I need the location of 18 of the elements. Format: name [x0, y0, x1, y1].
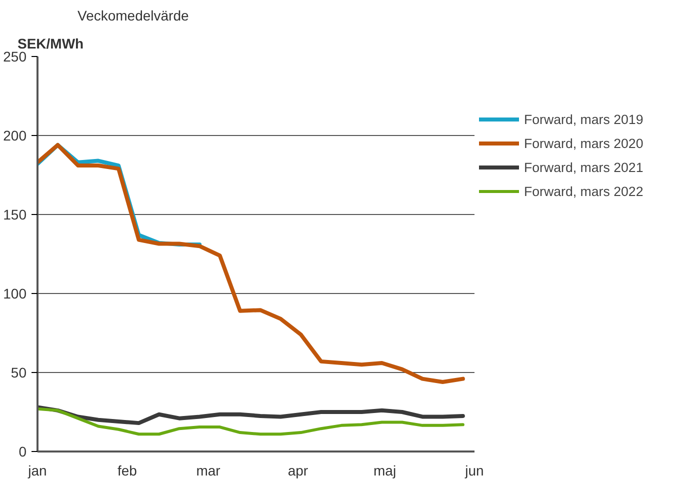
x-tick-label: jan — [27, 462, 47, 478]
y-tick-label: 50 — [10, 364, 27, 380]
legend-label: Forward, mars 2019 — [524, 112, 644, 126]
y-tick-label: 250 — [3, 48, 27, 64]
x-tick-label: feb — [117, 462, 138, 478]
y-tick-label: 0 — [18, 444, 27, 460]
legend-label: Forward, mars 2020 — [524, 136, 644, 150]
y-tick-label: 100 — [3, 286, 27, 302]
y-tick-label: 200 — [3, 128, 27, 144]
y-axis-title: SEK/MWh — [18, 36, 84, 52]
legend-label: Forward, mars 2022 — [524, 184, 644, 198]
x-tick-label: maj — [374, 462, 396, 478]
x-tick-label: jun — [464, 462, 484, 478]
chart-subtitle: Veckomedelvärde — [78, 8, 190, 24]
x-tick-label: mar — [196, 462, 221, 478]
legend-label: Forward, mars 2021 — [524, 160, 644, 174]
y-tick-label: 150 — [3, 206, 27, 222]
x-tick-label: apr — [288, 462, 308, 478]
